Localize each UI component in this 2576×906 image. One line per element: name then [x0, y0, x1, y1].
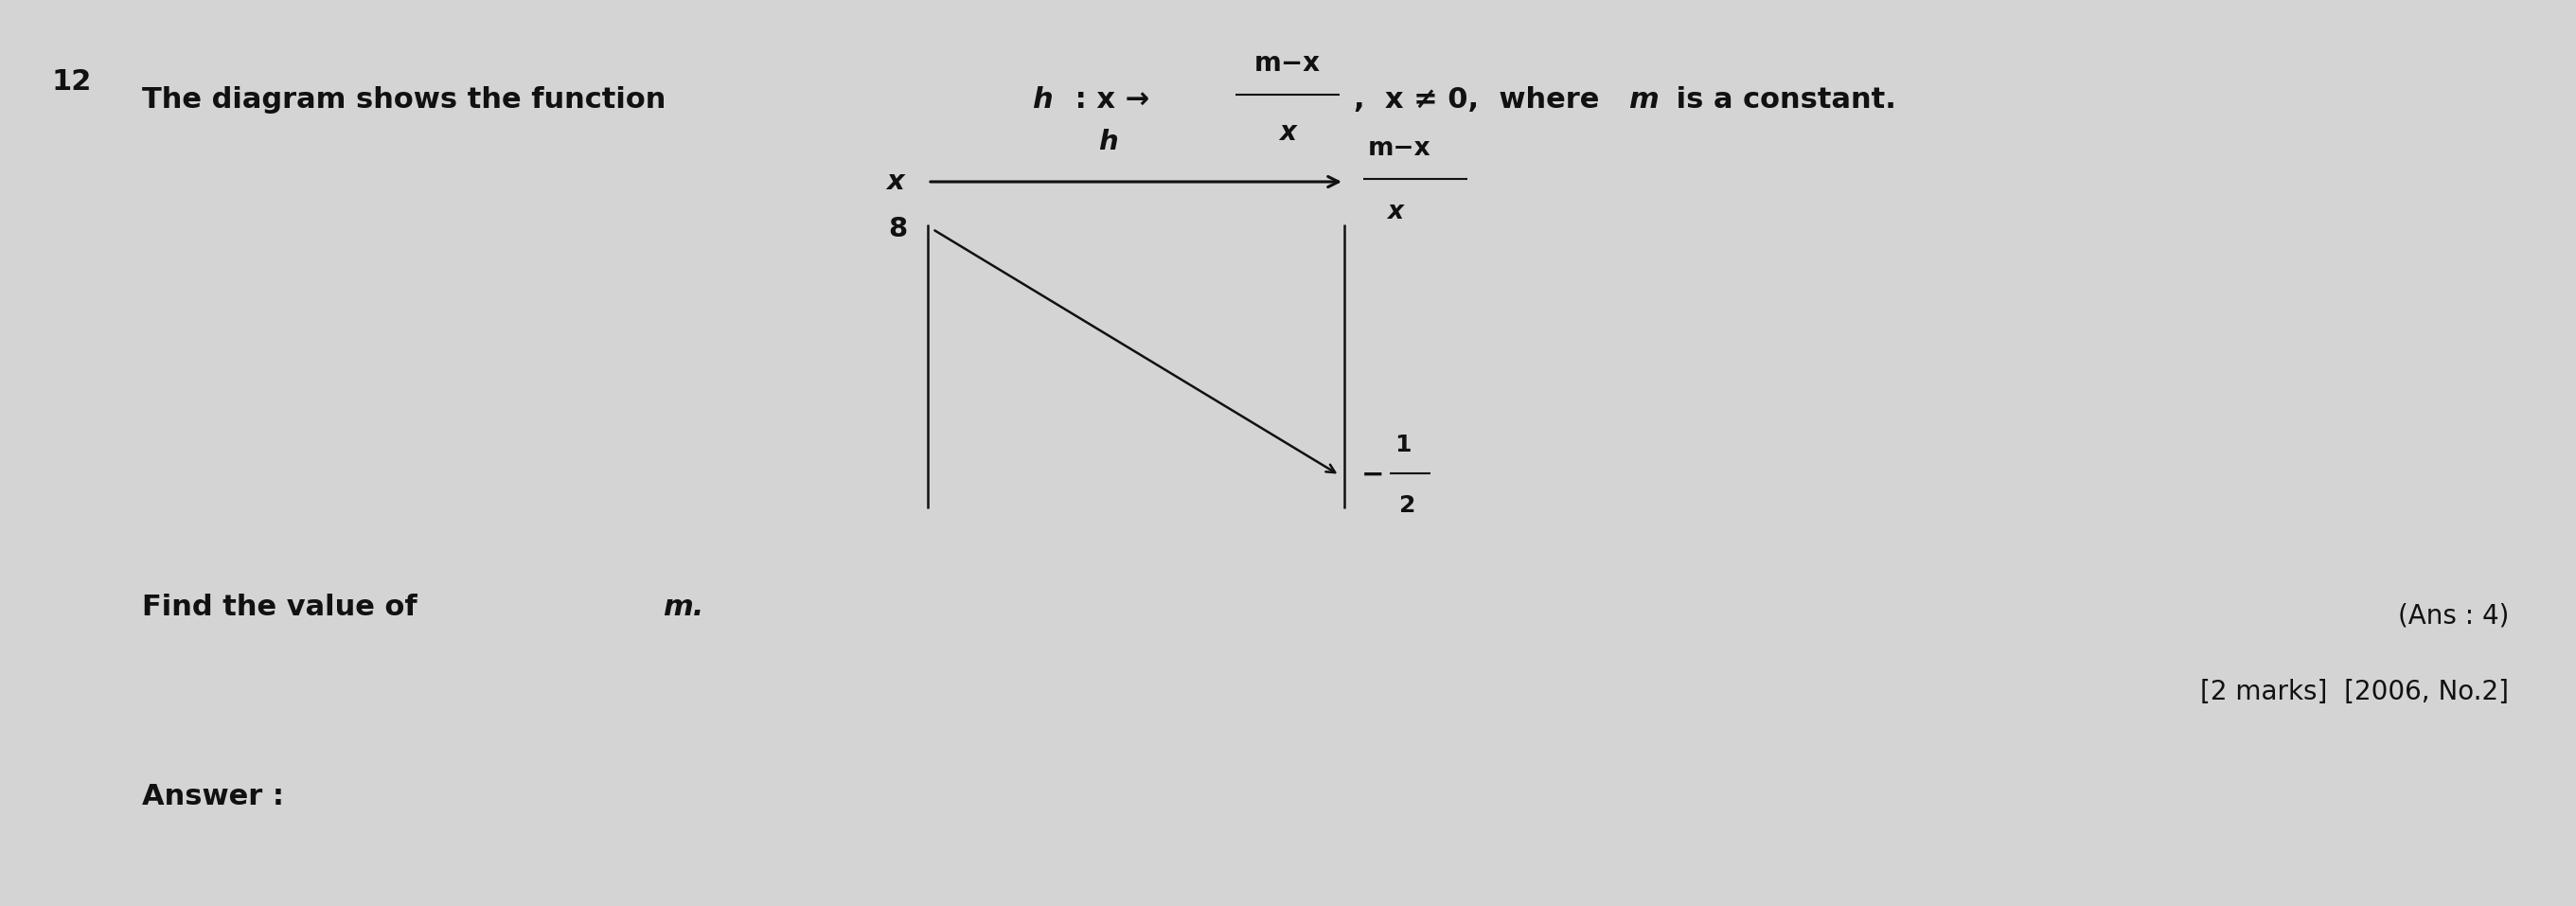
Text: 8: 8	[889, 216, 907, 243]
Text: m: m	[1628, 86, 1659, 113]
Text: h: h	[1097, 129, 1118, 155]
Text: −: −	[1360, 462, 1383, 488]
Text: Find the value of: Find the value of	[142, 593, 438, 621]
Text: 2: 2	[1399, 494, 1417, 517]
Text: The diagram shows the function: The diagram shows the function	[142, 86, 685, 113]
Text: m.: m.	[662, 593, 703, 621]
Text: m−x: m−x	[1368, 136, 1432, 161]
Text: h: h	[1033, 86, 1054, 113]
Text: x: x	[1280, 120, 1296, 146]
Text: x: x	[886, 169, 904, 195]
Text: 12: 12	[52, 68, 93, 96]
Text: Answer :: Answer :	[142, 783, 283, 810]
Text: m−x: m−x	[1255, 50, 1321, 77]
Text: (Ans : 4): (Ans : 4)	[2398, 603, 2509, 630]
Text: is a constant.: is a constant.	[1667, 86, 1896, 113]
Text: 1: 1	[1394, 434, 1412, 457]
Text: : x →: : x →	[1064, 86, 1149, 113]
Text: x: x	[1386, 199, 1404, 225]
Text: [2 marks]  [2006, No.2]: [2 marks] [2006, No.2]	[2200, 679, 2509, 705]
Text: ,  x ≠ 0,  where: , x ≠ 0, where	[1355, 86, 1610, 113]
